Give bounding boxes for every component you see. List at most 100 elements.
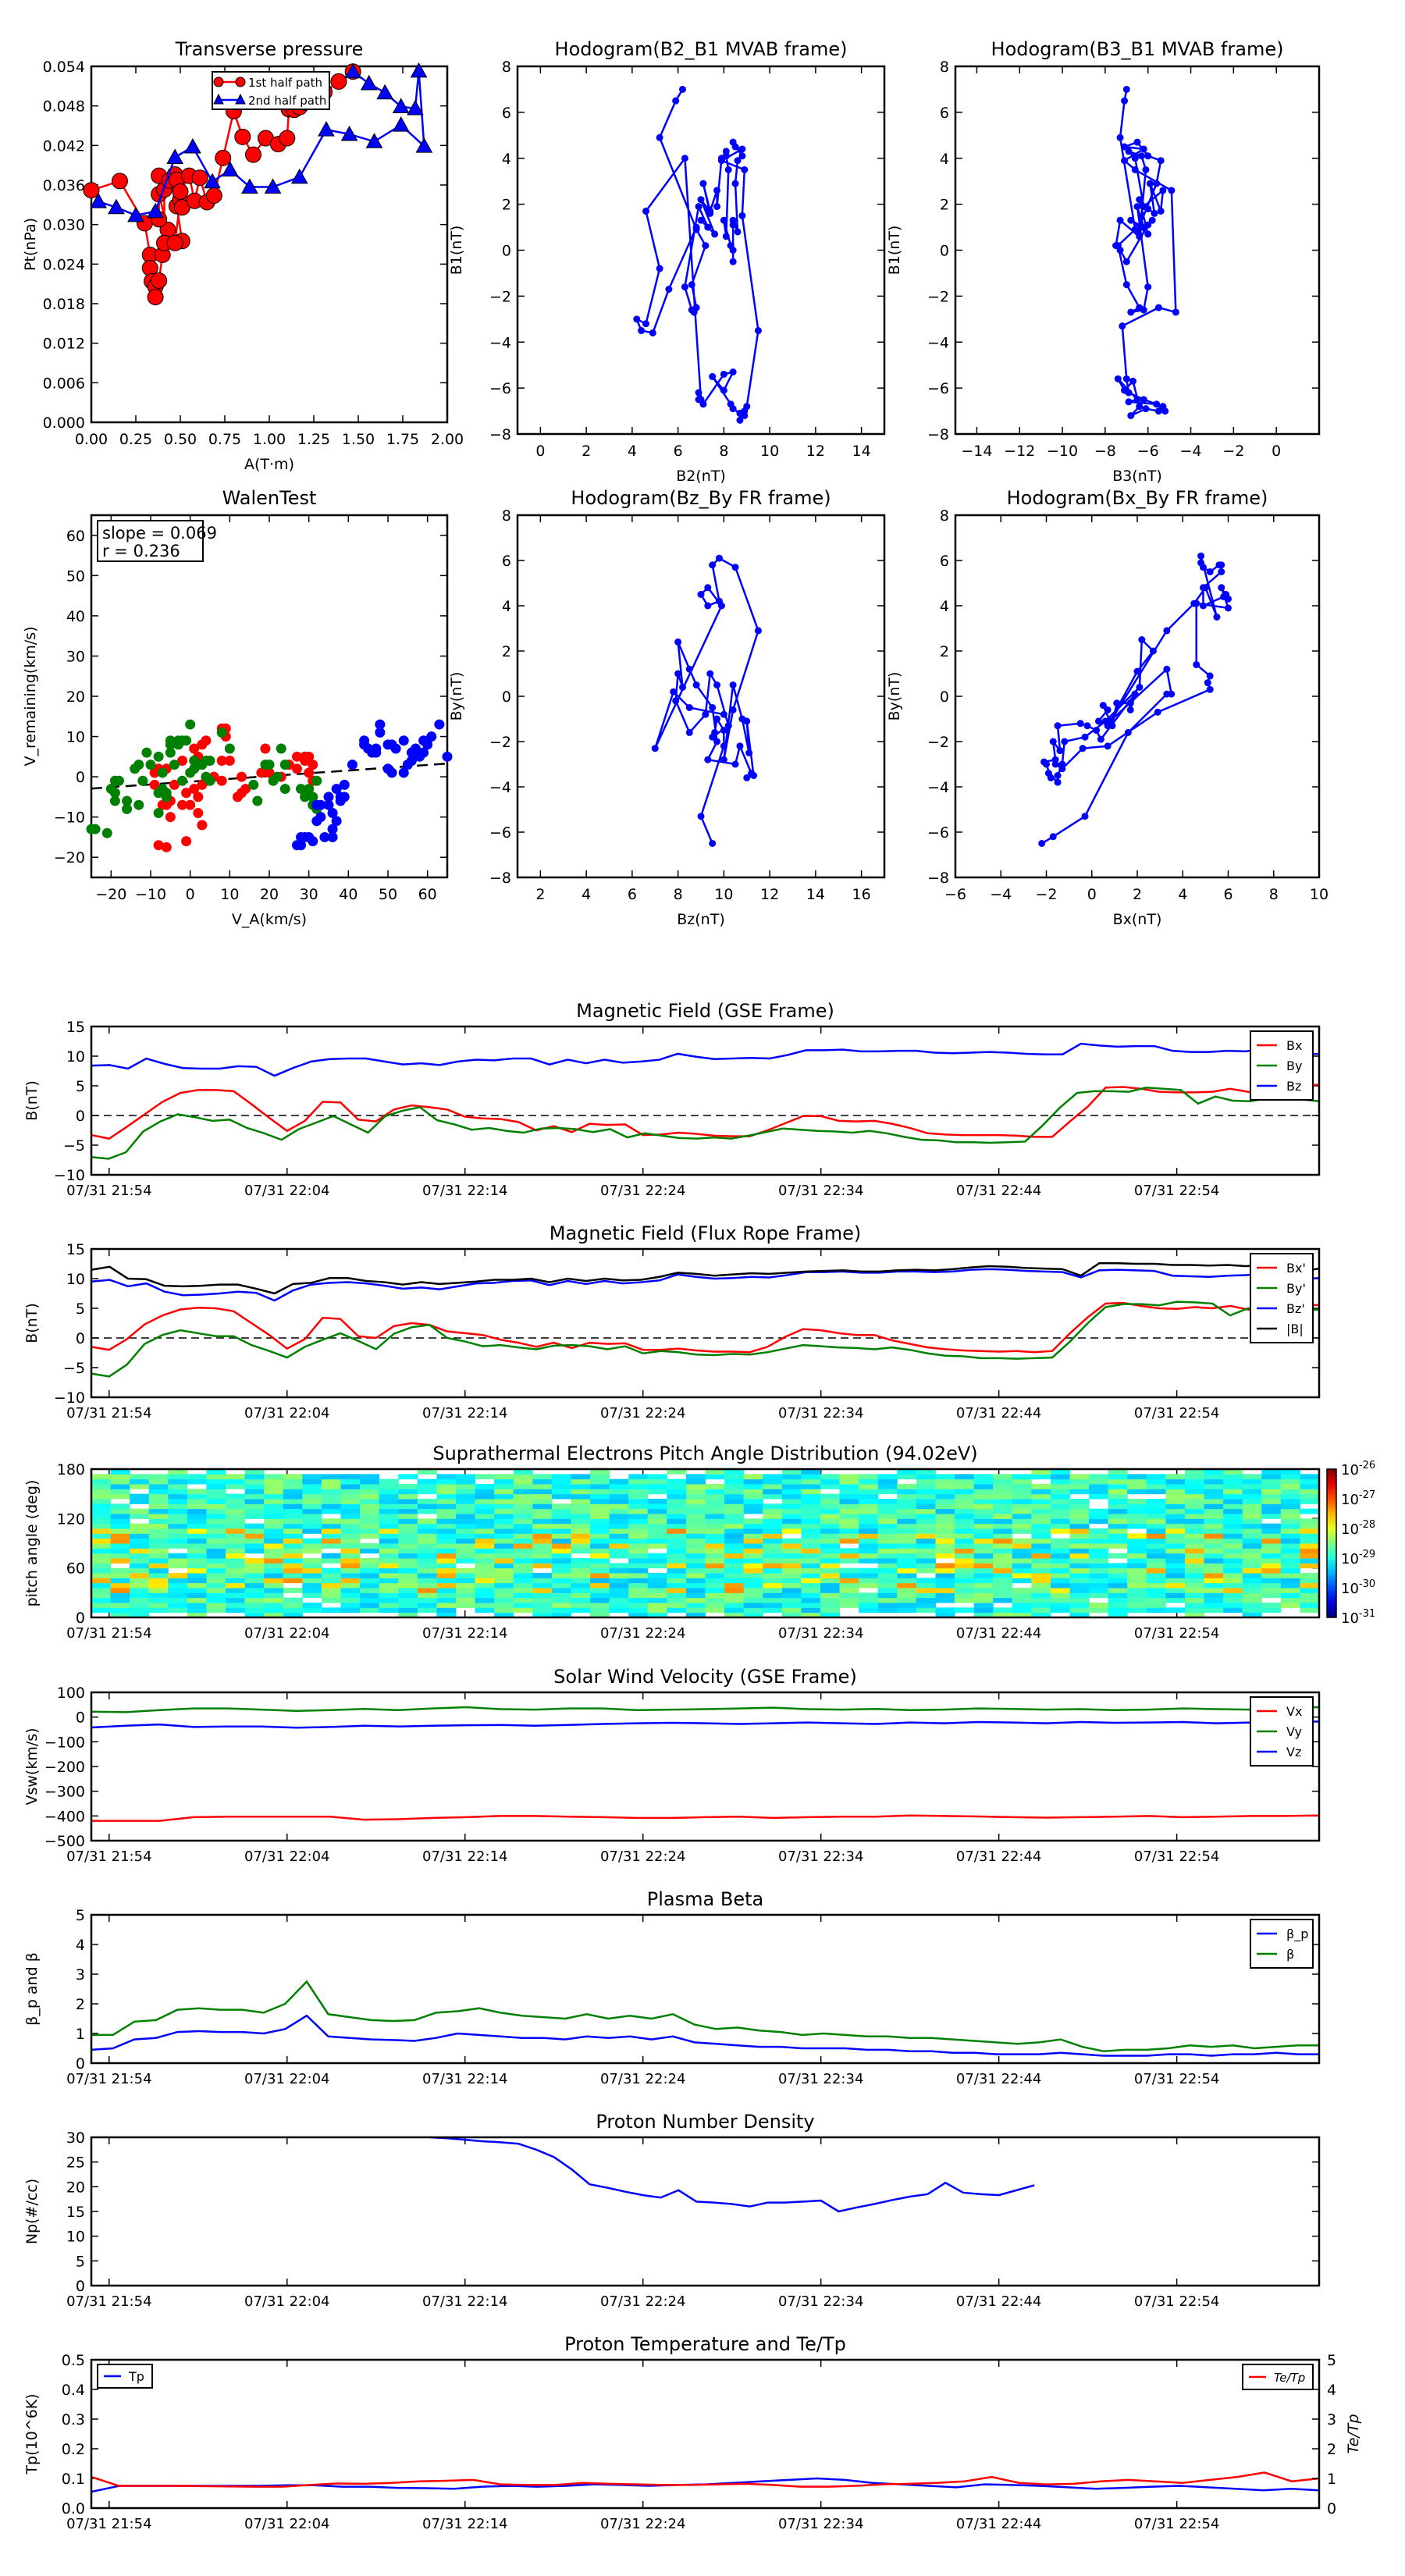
heatmap-cell — [417, 1523, 437, 1529]
data-point — [697, 396, 705, 404]
data-point — [1133, 396, 1141, 404]
heatmap-cell — [628, 1528, 649, 1534]
heatmap-cell — [206, 1508, 226, 1514]
scatter-point — [291, 751, 302, 762]
heatmap-cell — [110, 1474, 130, 1480]
y-tick-label: −4 — [927, 334, 949, 351]
series-line — [429, 2136, 1035, 2213]
scatter-point — [189, 743, 200, 754]
data-point — [722, 152, 730, 160]
plot-frame — [90, 2136, 1321, 2287]
scatter-point — [193, 808, 204, 819]
data-point — [151, 272, 168, 289]
heatmap-cell — [1280, 1567, 1300, 1574]
y-tick-label: 0 — [76, 1710, 85, 1727]
heatmap-cell — [1127, 1603, 1147, 1608]
heatmap-cell — [1165, 1493, 1186, 1500]
heatmap-cell — [455, 1567, 476, 1574]
data-point — [1104, 722, 1112, 730]
heatmap-cell — [1223, 1588, 1243, 1593]
heatmap-cell — [628, 1558, 649, 1564]
x-tick-label: 40 — [339, 886, 357, 903]
heatmap-cell — [590, 1484, 610, 1489]
x-tick-label: 07/31 22:14 — [422, 1183, 507, 1199]
data-point — [688, 306, 695, 314]
heatmap-cell — [1165, 1489, 1186, 1495]
heatmap-cell — [993, 1597, 1013, 1603]
y-tick-label: 0 — [502, 243, 511, 260]
heatmap-cell — [993, 1474, 1013, 1480]
scatter-point — [264, 760, 275, 770]
heatmap-cell — [1280, 1592, 1300, 1599]
scatter-point — [279, 784, 290, 795]
heatmap-cell — [340, 1543, 361, 1549]
heatmap-cell — [1242, 1597, 1262, 1603]
heatmap-cell — [647, 1588, 667, 1593]
heatmap-cell — [206, 1518, 226, 1525]
heatmap-cell — [973, 1474, 994, 1480]
data-point — [729, 706, 737, 713]
heatmap-cell — [226, 1503, 246, 1510]
heatmap-cell — [1204, 1523, 1224, 1529]
heatmap-cell — [187, 1612, 207, 1618]
x-tick-label: 8 — [674, 886, 683, 903]
heatmap-cell — [1146, 1603, 1166, 1608]
heatmap-cell — [1204, 1567, 1224, 1574]
heatmap-cell — [820, 1478, 841, 1485]
legend-label: 1st half path — [248, 76, 322, 90]
heatmap-cell — [551, 1523, 571, 1529]
x-tick-label: 0.25 — [119, 431, 152, 448]
heatmap-cell — [1204, 1484, 1224, 1489]
heatmap-cell — [1069, 1518, 1090, 1525]
heatmap-cell — [321, 1478, 342, 1485]
legend-label: |B| — [1286, 1322, 1304, 1336]
data-point — [1076, 720, 1084, 728]
heatmap-cell — [1223, 1573, 1243, 1578]
heatmap-cell — [1242, 1582, 1262, 1589]
heatmap-cell — [244, 1514, 265, 1519]
heatmap-cell — [1280, 1573, 1300, 1578]
heatmap-cell — [781, 1563, 802, 1569]
heatmap-cell — [513, 1489, 533, 1495]
heatmap-cell — [475, 1588, 495, 1593]
heatmap-cell — [590, 1523, 610, 1529]
data-point — [750, 772, 758, 779]
heatmap-cell — [667, 1518, 687, 1525]
data-point — [1193, 660, 1200, 668]
x-tick-label: 07/31 22:14 — [422, 1625, 507, 1642]
data-point — [1199, 584, 1207, 592]
heatmap-cell — [206, 1538, 226, 1544]
heatmap-cell — [1069, 1484, 1090, 1489]
heatmap-cell — [590, 1558, 610, 1564]
heatmap-cell — [206, 1469, 226, 1475]
heatmap-cell — [1280, 1474, 1300, 1480]
legend-label: By' — [1286, 1281, 1306, 1296]
heatmap-cell — [1184, 1588, 1205, 1593]
x-tick-label: 6 — [628, 886, 637, 903]
heatmap-cell — [302, 1508, 322, 1514]
heatmap-cell — [110, 1533, 130, 1539]
heatmap-cell — [130, 1484, 150, 1489]
scatter-point — [224, 755, 235, 766]
heatmap-cell — [302, 1474, 322, 1480]
heatmap-cell — [1146, 1563, 1166, 1569]
x-tick-label: 07/31 22:24 — [600, 2071, 685, 2087]
heatmap-cell — [1223, 1553, 1243, 1559]
heatmap-cell — [551, 1612, 571, 1618]
data-point — [754, 327, 762, 335]
chart-title: Hodogram(B3_B1 MVAB frame) — [991, 38, 1284, 60]
heatmap-cell — [877, 1508, 898, 1514]
legend-label: Vy — [1286, 1724, 1302, 1739]
heatmap-cell — [685, 1523, 706, 1529]
heatmap-cell — [705, 1573, 725, 1578]
heatmap-cell — [1012, 1612, 1032, 1618]
heatmap-cell — [244, 1607, 265, 1614]
data-point — [279, 130, 296, 147]
heatmap-cell — [1031, 1592, 1051, 1599]
scatter-point — [189, 784, 200, 795]
heatmap-cell — [494, 1612, 514, 1618]
heatmap-cell — [820, 1563, 841, 1569]
heatmap-cell — [360, 1489, 380, 1495]
heatmap-cell — [801, 1563, 821, 1569]
heatmap-cell — [955, 1548, 975, 1554]
